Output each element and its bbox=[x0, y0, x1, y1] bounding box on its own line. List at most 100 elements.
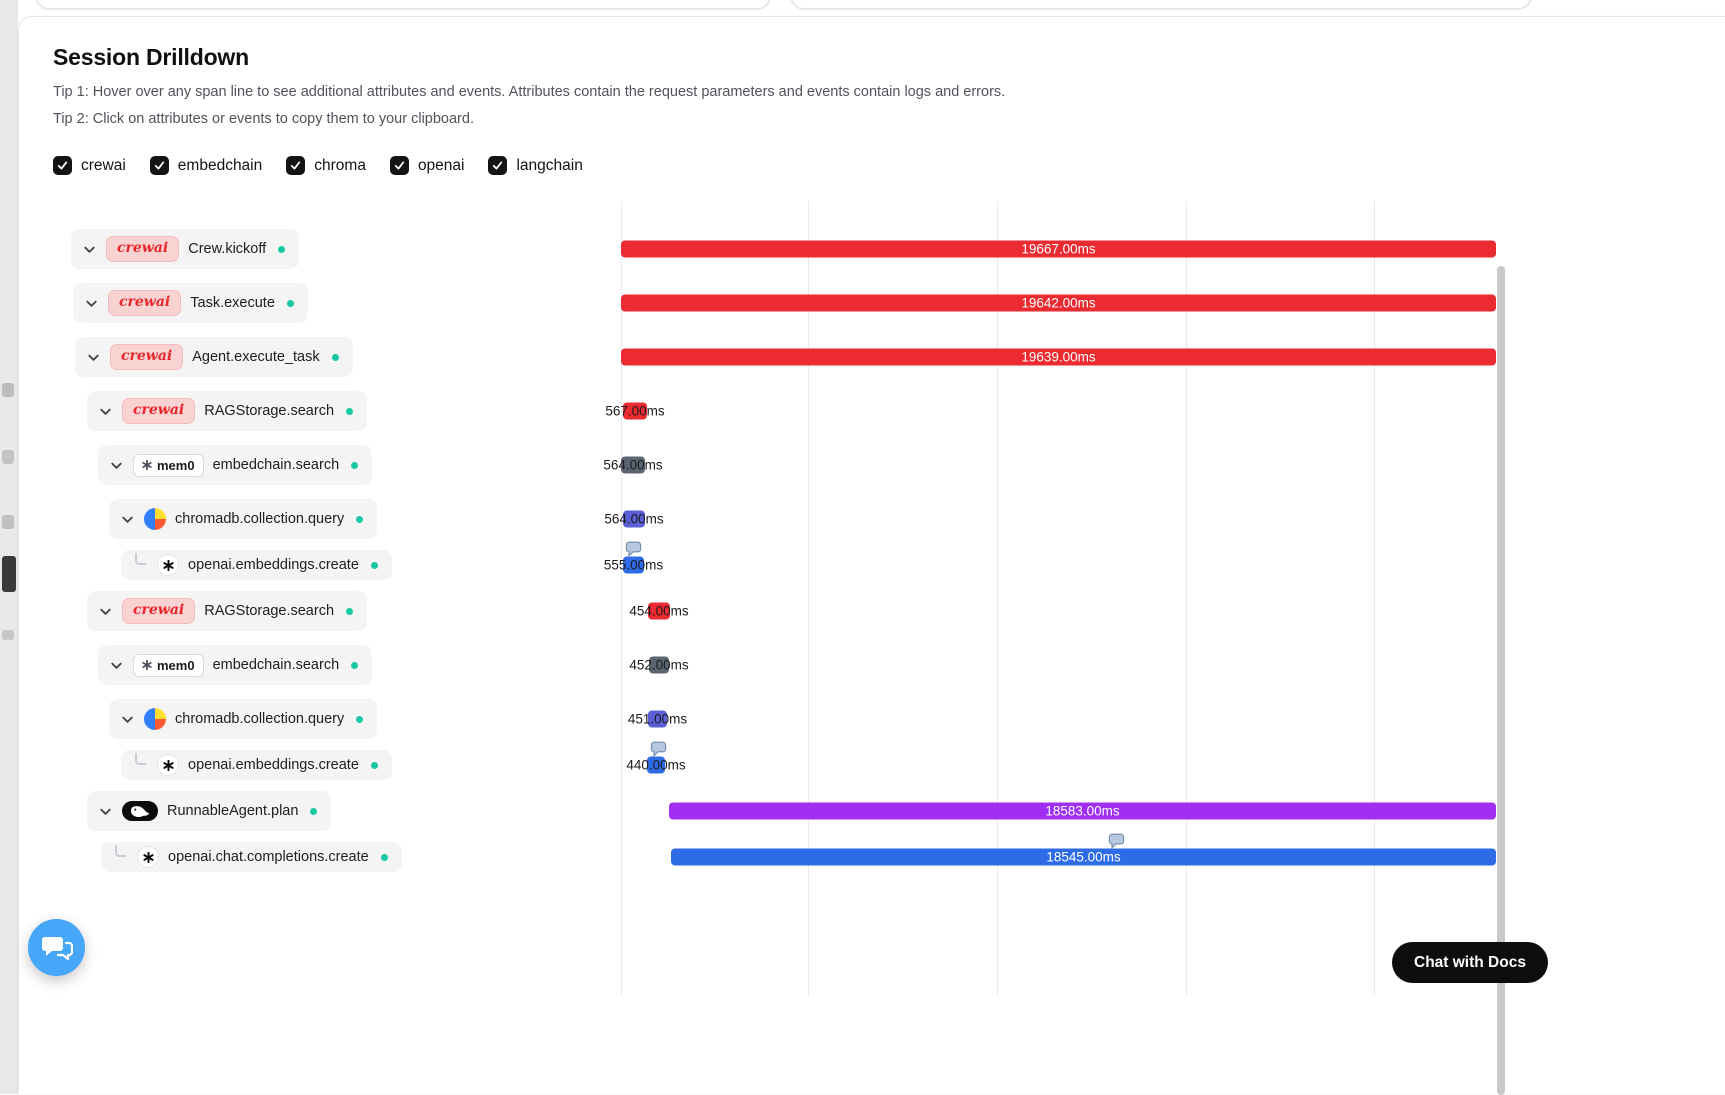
chat-with-docs-button[interactable]: Chat with Docs bbox=[1392, 942, 1548, 983]
event-bubble-icon[interactable] bbox=[650, 741, 667, 757]
span-row: chromadb.collection.query 564.00ms bbox=[19, 492, 1725, 546]
span-duration-bar[interactable]: 18583.00ms bbox=[669, 803, 1496, 820]
openai-logo-icon bbox=[137, 846, 159, 868]
chroma-logo-icon bbox=[144, 708, 166, 730]
span-duration-bar[interactable]: 19639.00ms bbox=[621, 349, 1496, 366]
span-label-pill[interactable]: crewai RAGStorage.search bbox=[87, 391, 367, 431]
span-name: embedchain.search bbox=[213, 657, 340, 673]
duration-label: 18583.00ms bbox=[1045, 804, 1119, 819]
span-name: RAGStorage.search bbox=[204, 403, 334, 419]
span-label-pill[interactable]: crewaiAgent.execute_task bbox=[75, 337, 353, 377]
span-label-pill[interactable]: openai.chat.completions.create bbox=[101, 842, 402, 872]
chevron-down-icon[interactable] bbox=[97, 604, 113, 619]
crewai-logo: crewai bbox=[122, 398, 195, 423]
event-bubble-icon[interactable] bbox=[1108, 833, 1125, 849]
checkmark-icon bbox=[56, 159, 69, 172]
page-left-gutter bbox=[0, 0, 18, 1094]
span-bar-area: 454.00ms bbox=[621, 584, 1509, 638]
checkmark-icon bbox=[491, 159, 504, 172]
duration-label: 18545.00ms bbox=[1046, 850, 1120, 865]
duration-label: 19667.00ms bbox=[1021, 242, 1095, 257]
span-row: crewai RAGStorage.search 567.00ms bbox=[19, 384, 1725, 438]
span-bar-area: 18545.00ms bbox=[621, 838, 1509, 876]
filter-checkbox[interactable] bbox=[286, 156, 305, 175]
filter-langchain: langchain bbox=[488, 156, 582, 175]
duration-label: 19642.00ms bbox=[1021, 296, 1095, 311]
chevron-down-icon[interactable] bbox=[97, 404, 113, 419]
span-label-pill[interactable]: mem0embedchain.search bbox=[98, 645, 372, 685]
span-label-pill[interactable]: chromadb.collection.query bbox=[109, 699, 377, 739]
duration-label: 19639.00ms bbox=[1021, 350, 1095, 365]
mem0-asterisk-icon bbox=[142, 660, 152, 670]
span-bar-area: 452.00ms bbox=[621, 638, 1509, 692]
filter-checkbox[interactable] bbox=[390, 156, 409, 175]
span-label-pill[interactable]: crewaiCrew.kickoff bbox=[71, 229, 299, 269]
filter-label: openai bbox=[418, 157, 465, 175]
chat-widget-icon bbox=[41, 934, 73, 962]
filter-checkbox[interactable] bbox=[150, 156, 169, 175]
chevron-down-icon[interactable] bbox=[97, 804, 113, 819]
filter-openai: openai bbox=[390, 156, 465, 175]
mem0-logo: mem0 bbox=[133, 454, 204, 477]
filter-chroma: chroma bbox=[286, 156, 366, 175]
duration-label: 454.00ms bbox=[629, 604, 688, 619]
session-drilldown-card: Session Drilldown Tip 1: Hover over any … bbox=[18, 16, 1725, 1094]
span-bar-area: 19642.00ms bbox=[621, 276, 1509, 330]
chevron-down-icon[interactable] bbox=[81, 242, 97, 257]
chat-widget-button[interactable] bbox=[28, 919, 85, 976]
filter-label: embedchain bbox=[178, 157, 262, 175]
chevron-down-icon[interactable] bbox=[119, 512, 135, 527]
span-row: chromadb.collection.query451.00ms bbox=[19, 692, 1725, 746]
tree-elbow-icon bbox=[135, 753, 146, 765]
span-label-pill[interactable]: RunnableAgent.plan bbox=[87, 791, 331, 831]
chevron-down-icon[interactable] bbox=[108, 658, 124, 673]
span-bar-area: 564.00ms bbox=[621, 492, 1509, 546]
span-label-pill[interactable]: crewaiTask.execute bbox=[73, 283, 308, 323]
span-duration-bar[interactable]: 18545.00ms bbox=[671, 849, 1496, 866]
span-label-pill[interactable]: openai.embeddings.create bbox=[121, 750, 392, 780]
span-bar-area: 19639.00ms bbox=[621, 330, 1509, 384]
status-dot bbox=[287, 300, 294, 307]
span-name: Crew.kickoff bbox=[188, 241, 266, 257]
span-bar-area: 567.00ms bbox=[621, 384, 1509, 438]
mem0-asterisk-icon bbox=[142, 460, 152, 470]
span-row: openai.embeddings.create 555.00ms bbox=[19, 546, 1725, 584]
status-dot bbox=[371, 762, 378, 769]
span-name: chromadb.collection.query bbox=[175, 511, 344, 527]
duration-label: 440.00ms bbox=[626, 758, 685, 773]
status-dot bbox=[371, 562, 378, 569]
openai-logo-icon bbox=[157, 754, 179, 776]
span-duration-bar[interactable]: 19642.00ms bbox=[621, 295, 1496, 312]
span-row: openai.embeddings.create 440.00ms bbox=[19, 746, 1725, 784]
span-label-pill[interactable]: crewaiRAGStorage.search bbox=[87, 591, 367, 631]
span-row: crewaiAgent.execute_task 19639.00ms bbox=[19, 330, 1725, 384]
span-name: RAGStorage.search bbox=[204, 603, 334, 619]
span-row: crewaiCrew.kickoff 19667.00ms bbox=[19, 222, 1725, 276]
span-label-pill[interactable]: chromadb.collection.query bbox=[109, 499, 377, 539]
span-label-pill[interactable]: mem0embedchain.search bbox=[98, 445, 372, 485]
chevron-down-icon[interactable] bbox=[119, 712, 135, 727]
gutter-fragment bbox=[2, 450, 14, 464]
span-duration-bar[interactable]: 19667.00ms bbox=[621, 241, 1496, 258]
filter-label: chroma bbox=[314, 157, 366, 175]
tree-elbow-icon bbox=[135, 553, 146, 565]
filter-checkbox[interactable] bbox=[53, 156, 72, 175]
filter-checkbox[interactable] bbox=[488, 156, 507, 175]
span-bar-area: 555.00ms bbox=[621, 546, 1509, 584]
tree-elbow-icon bbox=[115, 845, 126, 857]
chevron-down-icon[interactable] bbox=[83, 296, 99, 311]
chevron-down-icon[interactable] bbox=[108, 458, 124, 473]
event-bubble-icon[interactable] bbox=[625, 541, 642, 557]
background-card-left bbox=[35, 0, 771, 10]
crewai-logo: crewai bbox=[108, 290, 181, 315]
span-name: openai.embeddings.create bbox=[188, 557, 359, 573]
gutter-fragment bbox=[2, 383, 14, 397]
span-bar-area: 18583.00ms bbox=[621, 784, 1509, 838]
status-dot bbox=[346, 408, 353, 415]
checkmark-icon bbox=[289, 159, 302, 172]
span-label-pill[interactable]: openai.embeddings.create bbox=[121, 550, 392, 580]
chevron-down-icon[interactable] bbox=[85, 350, 101, 365]
filter-embedchain: embedchain bbox=[150, 156, 262, 175]
status-dot bbox=[356, 716, 363, 723]
langchain-parrot-icon bbox=[122, 801, 158, 821]
